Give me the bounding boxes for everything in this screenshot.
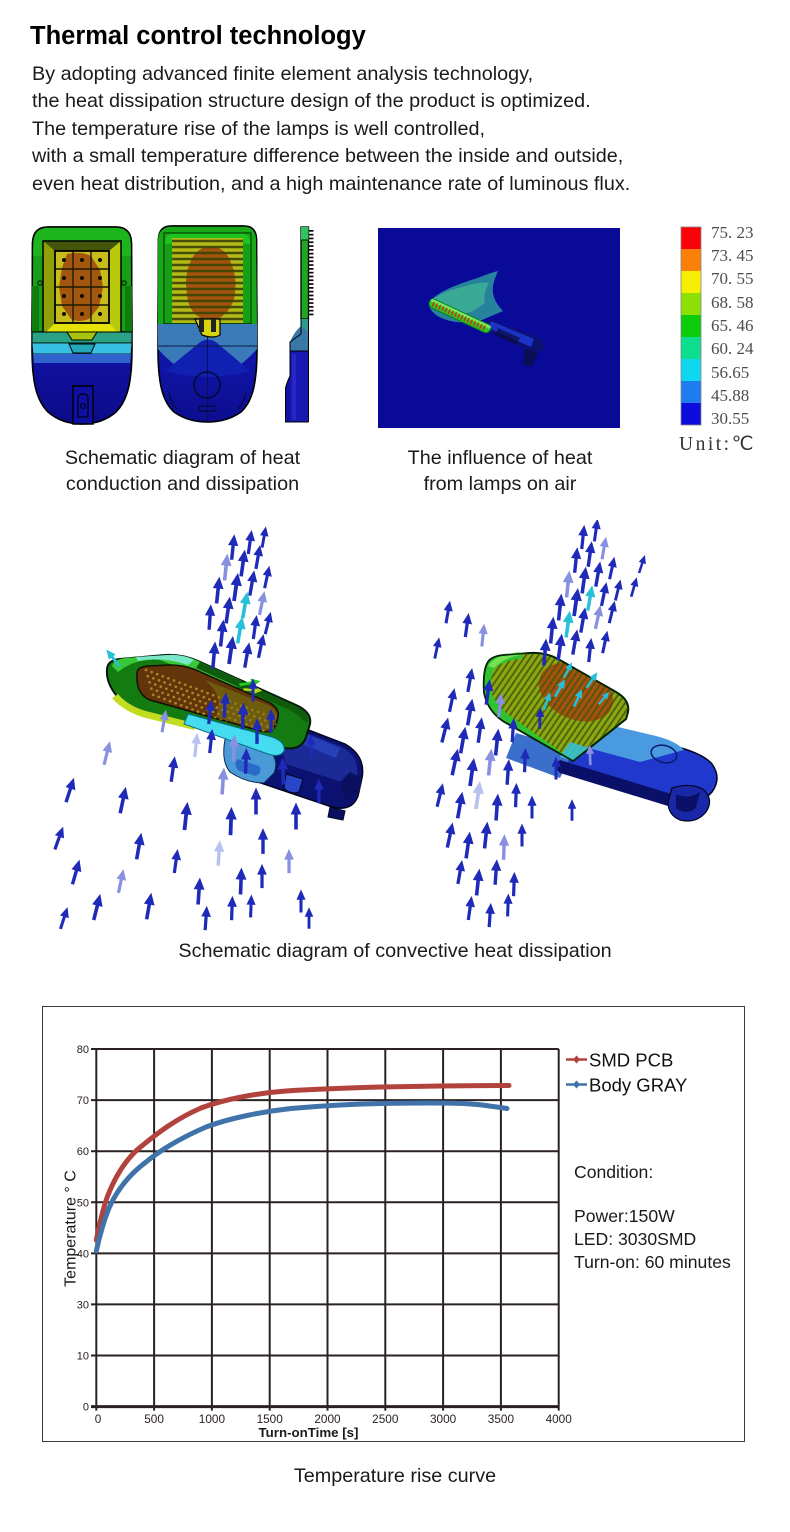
svg-text:0: 0 bbox=[95, 1412, 102, 1426]
svg-text:65. 46: 65. 46 bbox=[711, 316, 754, 335]
svg-text:10: 10 bbox=[77, 1351, 89, 1363]
svg-text:45.88: 45.88 bbox=[711, 386, 749, 405]
svg-text:30: 30 bbox=[77, 1299, 89, 1311]
svg-text:4000: 4000 bbox=[546, 1412, 573, 1426]
svg-text:0: 0 bbox=[83, 1402, 89, 1414]
svg-text:Body GRAY: Body GRAY bbox=[589, 1075, 687, 1096]
svg-text:60: 60 bbox=[77, 1146, 89, 1158]
svg-text:2000: 2000 bbox=[314, 1412, 341, 1426]
svg-text:Power:150W: Power:150W bbox=[574, 1206, 675, 1226]
svg-text:75. 23: 75. 23 bbox=[711, 223, 754, 242]
svg-text:70. 55: 70. 55 bbox=[711, 269, 754, 288]
svg-text:60. 24: 60. 24 bbox=[711, 339, 754, 358]
svg-text:1000: 1000 bbox=[199, 1412, 226, 1426]
svg-text:Turn-on: 60 minutes: Turn-on: 60 minutes bbox=[574, 1252, 731, 1272]
svg-text:40: 40 bbox=[77, 1248, 89, 1260]
svg-text:Unit:℃: Unit:℃ bbox=[679, 434, 756, 455]
svg-text:68. 58: 68. 58 bbox=[711, 293, 754, 312]
svg-text:Temperature ° C: Temperature ° C bbox=[63, 1170, 80, 1287]
svg-text:2500: 2500 bbox=[372, 1412, 399, 1426]
svg-text:LED: 3030SMD: LED: 3030SMD bbox=[574, 1229, 696, 1249]
svg-text:56.65: 56.65 bbox=[711, 363, 749, 382]
svg-text:SMD PCB: SMD PCB bbox=[589, 1050, 673, 1071]
svg-text:50: 50 bbox=[77, 1197, 89, 1209]
svg-text:73. 45: 73. 45 bbox=[711, 246, 754, 265]
svg-text:1500: 1500 bbox=[257, 1412, 284, 1426]
svg-text:500: 500 bbox=[144, 1412, 164, 1426]
svg-text:3500: 3500 bbox=[488, 1412, 515, 1426]
svg-text:Condition:: Condition: bbox=[574, 1162, 653, 1182]
svg-text:Turn-onTime [s]: Turn-onTime [s] bbox=[259, 1425, 359, 1440]
svg-text:30.55: 30.55 bbox=[711, 409, 749, 428]
svg-text:3000: 3000 bbox=[430, 1412, 457, 1426]
svg-text:80: 80 bbox=[77, 1044, 89, 1056]
svg-text:70: 70 bbox=[77, 1095, 89, 1107]
